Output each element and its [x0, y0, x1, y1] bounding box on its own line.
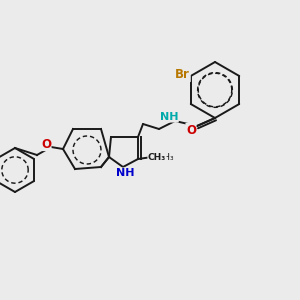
- Text: Br: Br: [175, 68, 190, 82]
- Text: NH: NH: [160, 112, 178, 122]
- Text: CH₃: CH₃: [148, 152, 166, 161]
- Text: O: O: [186, 124, 196, 136]
- Text: O: O: [41, 137, 51, 151]
- Text: CH₃: CH₃: [157, 152, 174, 161]
- Text: NH: NH: [116, 168, 134, 178]
- Text: Br: Br: [175, 68, 190, 82]
- Text: NH: NH: [116, 168, 134, 178]
- Text: NH: NH: [160, 112, 178, 122]
- Text: O: O: [41, 137, 51, 151]
- Text: O: O: [186, 124, 196, 136]
